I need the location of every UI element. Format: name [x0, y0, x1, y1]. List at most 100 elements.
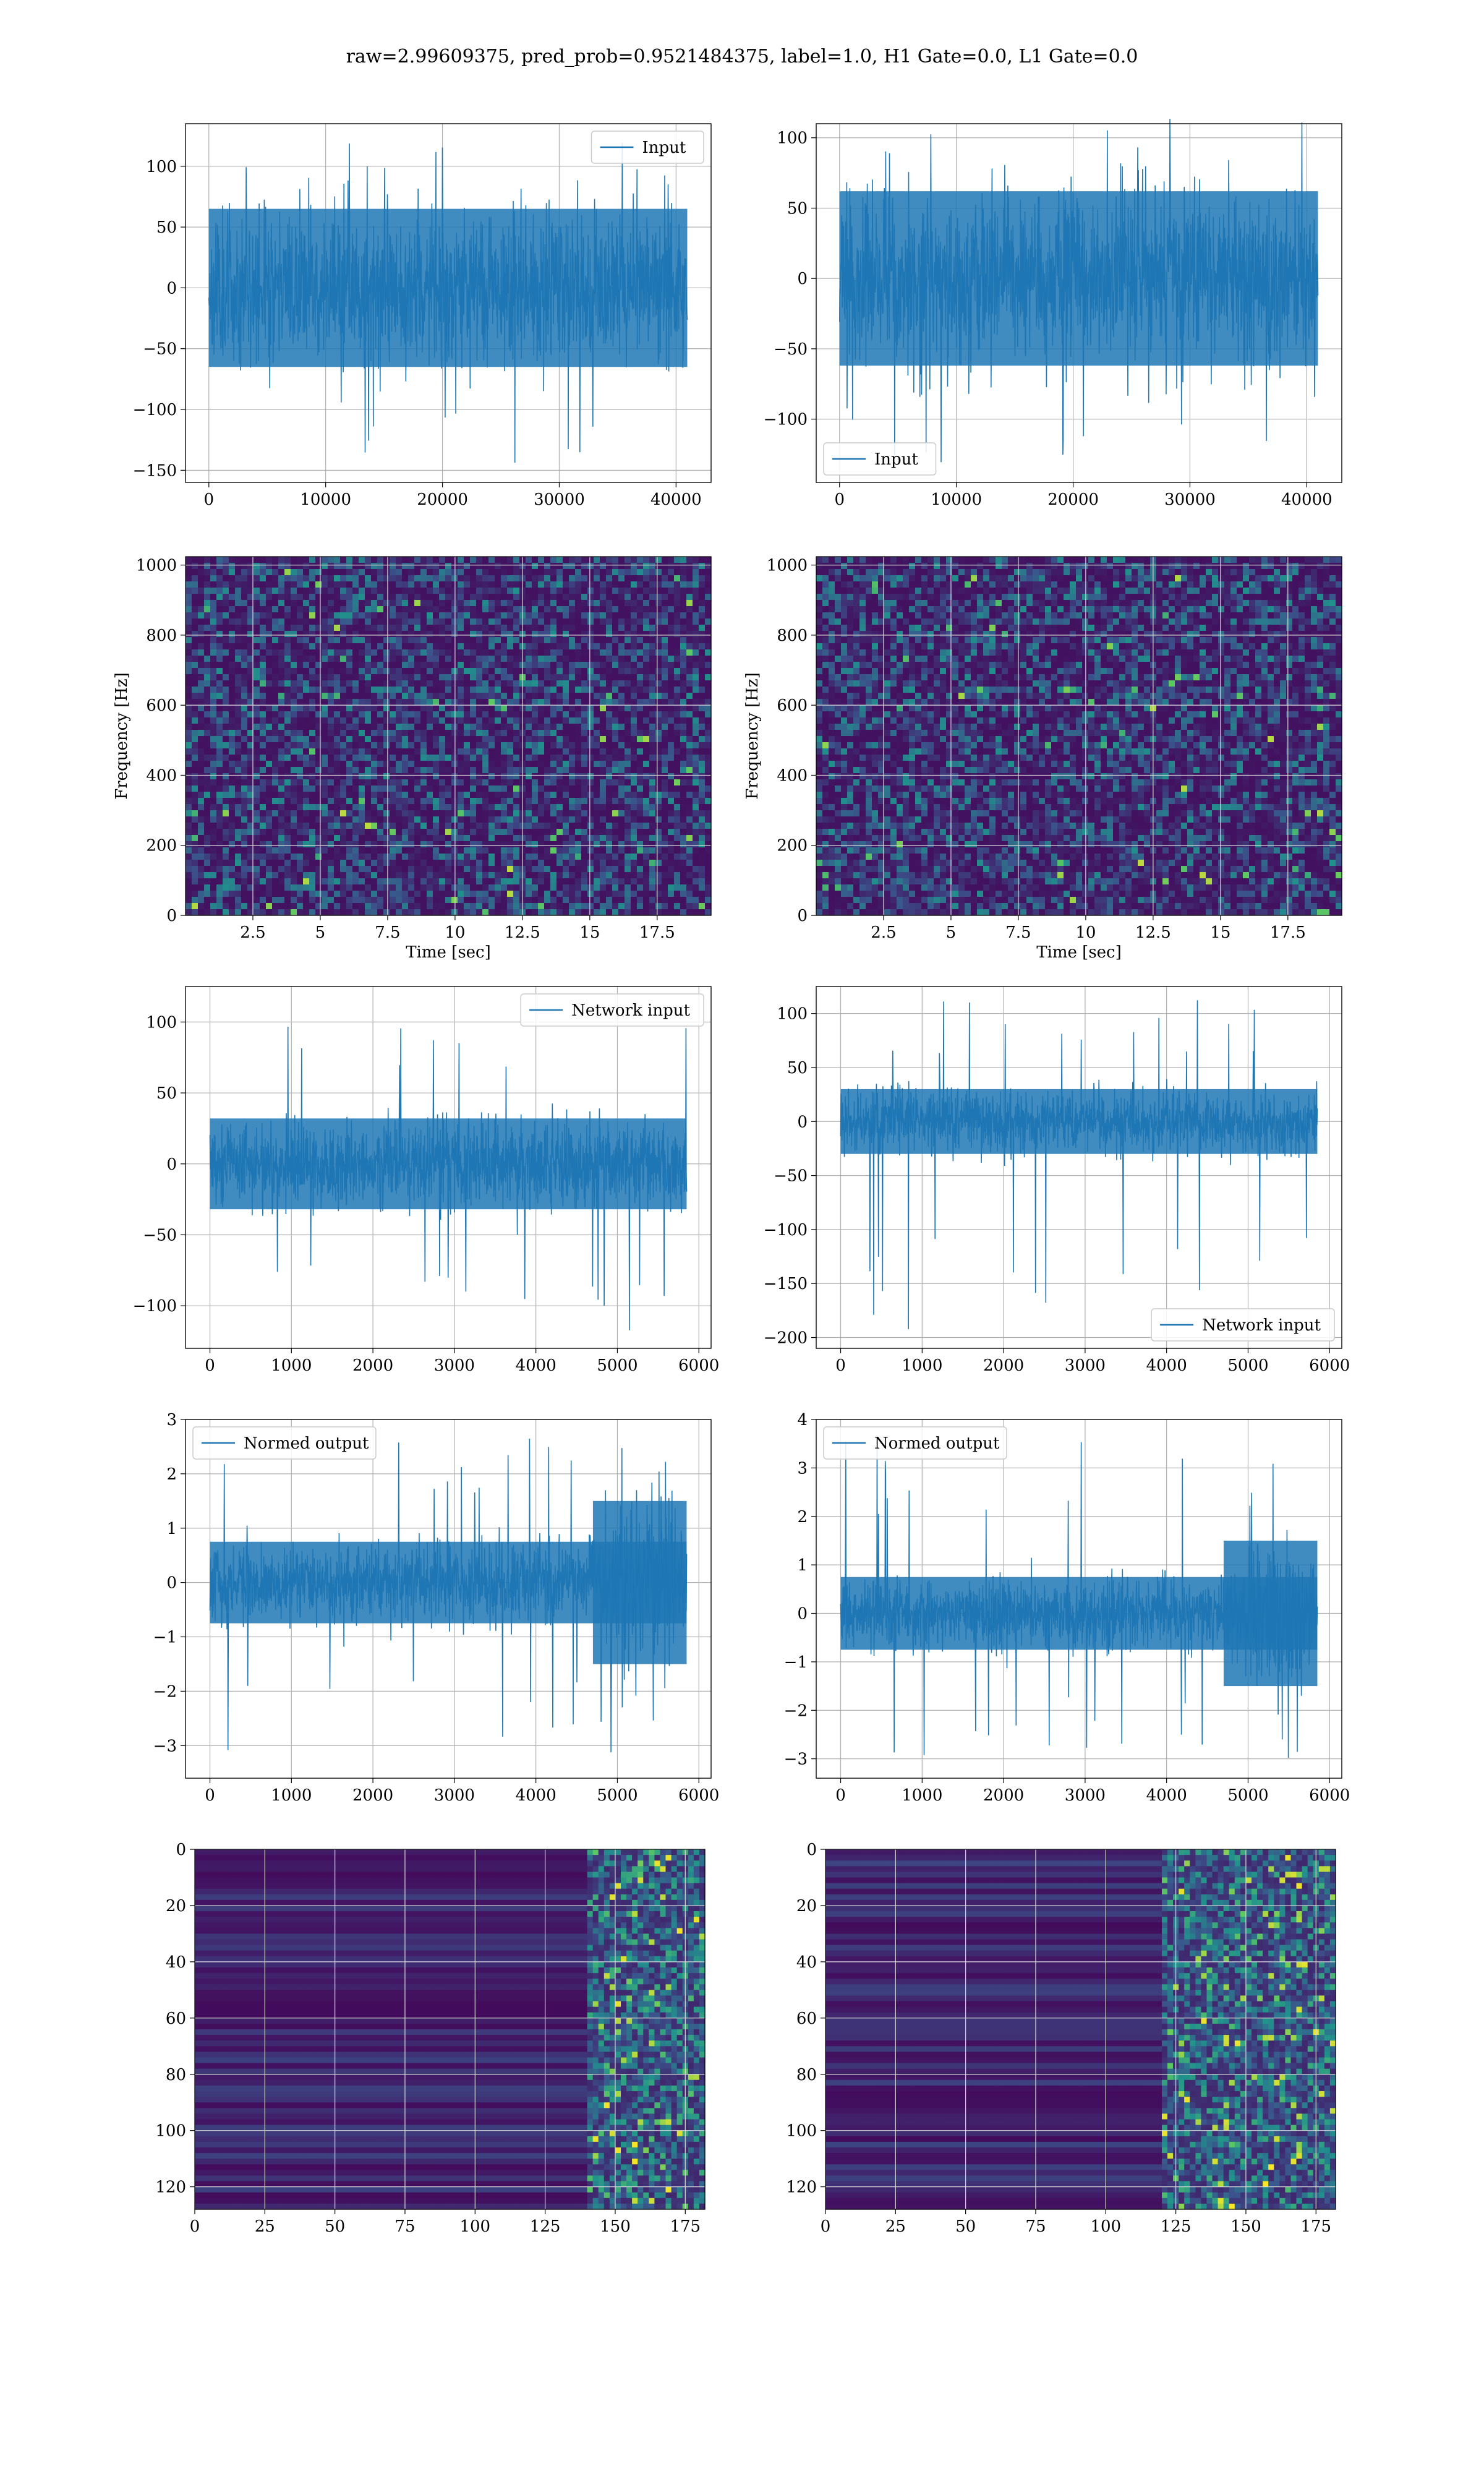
heat-cell [315, 618, 322, 625]
heat-cell [686, 847, 693, 854]
heat-cell [210, 816, 217, 823]
heat-cell [569, 755, 576, 761]
heat-cell [223, 618, 229, 625]
heat-cell [309, 872, 316, 879]
heat-cell [526, 779, 532, 786]
heat-cell [254, 878, 260, 885]
heat-cell [414, 668, 421, 675]
heat-cell [495, 693, 501, 700]
heat-cell [420, 773, 427, 780]
heat-cell [507, 897, 514, 904]
heat-cell [315, 860, 322, 867]
heat-cell [303, 835, 310, 842]
heat-cell [223, 903, 229, 910]
heat-cell [488, 792, 495, 798]
heat-cell [556, 649, 563, 656]
heat-cell [408, 563, 415, 570]
heat-cell [693, 557, 699, 563]
heat-cell [315, 779, 322, 786]
heat-cell [526, 903, 532, 910]
heat-cell [408, 693, 415, 700]
heat-cell [216, 810, 223, 817]
heat-cell [322, 810, 328, 817]
heat-cell [699, 625, 706, 631]
heat-cell [495, 730, 501, 737]
heat-cell [625, 847, 631, 854]
heat-cell [581, 847, 588, 854]
heat-cell [686, 878, 693, 885]
heat-cell [482, 792, 489, 798]
heat-cell [383, 903, 390, 910]
heat-cell [693, 792, 699, 798]
heat-cell [352, 588, 359, 594]
heat-cell [544, 588, 551, 594]
heat-cell [352, 903, 359, 910]
heat-cell [340, 742, 347, 749]
heat-cell [241, 730, 248, 737]
heat-cell [655, 612, 662, 619]
heat-cell [594, 816, 600, 823]
heat-cell [340, 736, 347, 743]
heat-cell [587, 699, 594, 706]
heat-cell [556, 705, 563, 712]
heat-cell [699, 687, 706, 693]
heat-cell [507, 767, 514, 774]
heat-cell [594, 810, 600, 817]
heat-cell [488, 656, 495, 662]
heat-cell [272, 693, 279, 700]
heat-cell [513, 581, 520, 588]
heat-cell [680, 785, 687, 792]
heat-cell [383, 816, 390, 823]
heat-cell [513, 742, 520, 749]
heat-cell [272, 798, 279, 805]
heat-cell [655, 687, 662, 693]
heat-cell [631, 606, 638, 613]
heat-cell [686, 600, 693, 607]
heat-cell [359, 878, 365, 885]
heat-cell [693, 680, 699, 687]
heat-cell [390, 736, 396, 743]
heat-cell [278, 662, 285, 669]
heat-cell [303, 779, 310, 786]
heat-cell [235, 680, 242, 687]
heat-cell [625, 600, 631, 607]
heat-cell [625, 823, 631, 829]
heat-cell [315, 755, 322, 761]
heat-cell [309, 588, 316, 594]
heat-cell [618, 884, 625, 891]
heat-cell [538, 748, 545, 755]
heat-cell [260, 903, 267, 910]
heat-cell [198, 649, 205, 656]
heat-cell [254, 717, 260, 724]
heat-cell [680, 773, 687, 780]
heat-cell [643, 680, 650, 687]
heat-cell [445, 792, 452, 798]
heat-cell [309, 643, 316, 650]
heat-cell [563, 575, 569, 582]
heat-cell [229, 767, 236, 774]
heat-cell [278, 699, 285, 706]
heat-cell [600, 662, 607, 669]
heat-cell [359, 798, 365, 805]
heat-cell [482, 631, 489, 638]
heat-cell [458, 823, 464, 829]
heat-cell [581, 618, 588, 625]
heat-cell [507, 557, 514, 563]
heat-cell [693, 662, 699, 669]
heat-cell [668, 841, 675, 848]
heat-cell [581, 897, 588, 904]
heat-cell [303, 631, 310, 638]
heat-cell [284, 618, 291, 625]
heat-cell [278, 884, 285, 891]
heat-cell [346, 674, 353, 681]
heat-cell [445, 668, 452, 675]
heat-cell [235, 717, 242, 724]
heat-cell [693, 854, 699, 860]
heat-cell [637, 847, 644, 854]
heat-cell [334, 575, 341, 582]
heat-cell [383, 742, 390, 749]
heat-cell [581, 557, 588, 563]
heat-cell [322, 662, 328, 669]
heat-cell [352, 594, 359, 601]
heat-cell [686, 625, 693, 631]
